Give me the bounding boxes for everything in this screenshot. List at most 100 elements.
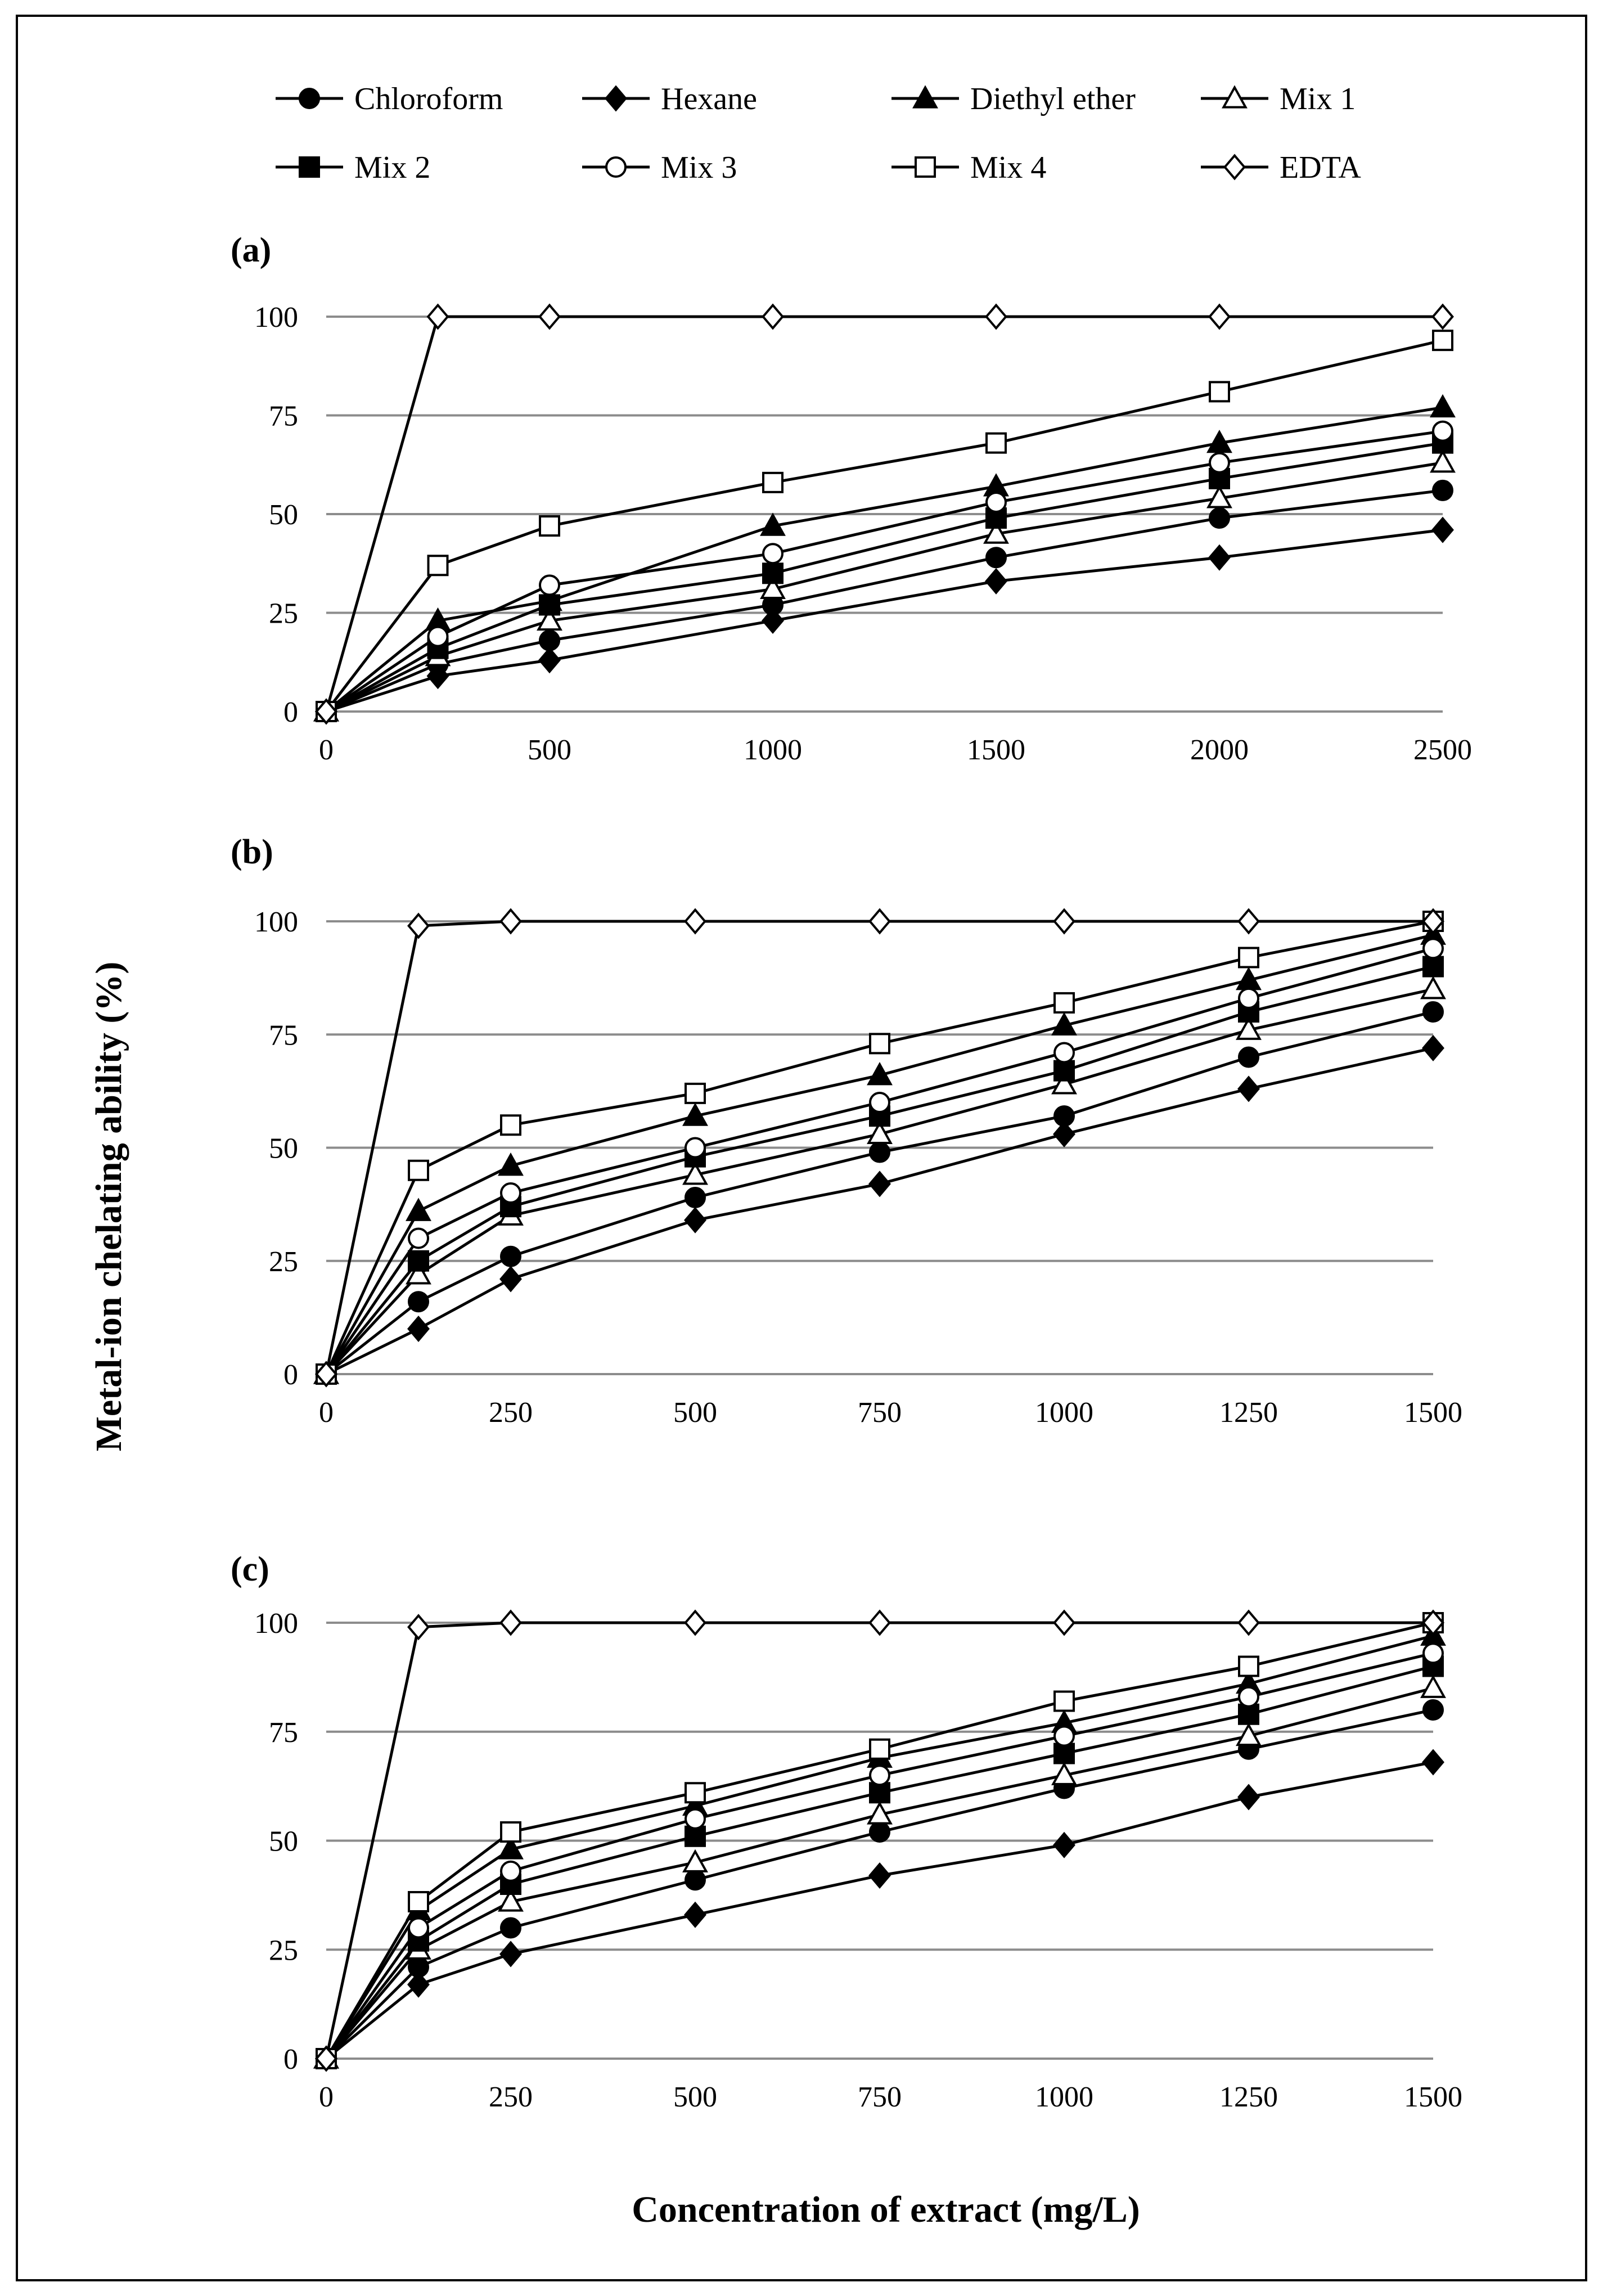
series-line-edta	[325, 1621, 1433, 2059]
legend-marker-mix-3	[605, 156, 627, 178]
point-mix-4	[408, 1159, 429, 1181]
legend-label: Mix 4	[970, 150, 1046, 185]
point-mix-4	[408, 1891, 429, 1912]
point-mix-2	[408, 1250, 429, 1272]
point-hexane	[499, 1941, 522, 1968]
legend-label: Diethyl ether	[970, 82, 1136, 116]
series-line-hexane	[325, 1046, 1434, 1376]
legend-marker-diethyl-ether	[912, 85, 938, 109]
series-line-edta	[325, 920, 1433, 1375]
point-chloroform	[1238, 1046, 1259, 1068]
series-line-mix-1	[325, 1686, 1434, 2060]
point-edta	[1208, 303, 1231, 330]
legend-label: Mix 1	[1280, 82, 1356, 116]
x-tick-label: 250	[489, 1397, 533, 1429]
x-tick-label: 0	[319, 1397, 334, 1429]
point-edta	[1053, 1609, 1075, 1636]
y-tick-label: 50	[269, 1826, 298, 1858]
series-hexane	[315, 1034, 1444, 1388]
y-tick-label: 100	[254, 301, 298, 334]
point-mix-4	[1238, 1655, 1259, 1677]
series-line-hexane	[326, 528, 1443, 713]
point-mix-4	[1053, 1690, 1075, 1712]
point-hexane	[762, 607, 784, 634]
point-mix-1	[682, 1161, 708, 1185]
legend-entry-hexane: Hexane	[582, 82, 757, 116]
point-mix-1	[1236, 1016, 1262, 1040]
point-diethyl-ether	[498, 1152, 524, 1176]
series-line-mix-4	[325, 1621, 1434, 2060]
point-hexane	[868, 1862, 891, 1889]
y-tick-label: 100	[254, 1608, 298, 1640]
point-mix-3	[539, 574, 560, 596]
point-mix-3	[869, 1764, 890, 1786]
point-diethyl-ether	[682, 1102, 708, 1126]
point-chloroform	[500, 1917, 521, 1939]
point-mix-3	[1238, 1686, 1259, 1708]
point-mix-2	[1053, 1060, 1075, 1082]
series-line-mix-3	[325, 1651, 1434, 2060]
point-mix-3	[985, 491, 1007, 513]
legend-label: Mix 2	[354, 150, 430, 185]
point-hexane	[426, 663, 449, 690]
point-mix-3	[869, 1092, 890, 1113]
point-mix-4	[985, 432, 1007, 454]
point-hexane	[1422, 1749, 1444, 1776]
x-tick-label: 1500	[1404, 2081, 1462, 2113]
point-edta	[407, 1614, 430, 1641]
point-edta	[315, 1361, 337, 1388]
x-axis-title: Concentration of extract (mg/L)	[632, 2189, 1140, 2230]
point-mix-4	[685, 1782, 706, 1804]
series-line-mix-4	[325, 339, 1443, 713]
point-hexane	[1431, 516, 1454, 543]
series-line-diethyl-ether	[325, 1634, 1434, 2060]
point-hexane	[407, 1316, 430, 1342]
point-mix-2	[685, 1825, 706, 1847]
point-diethyl-ether	[867, 1062, 893, 1086]
x-tick-label: 0	[319, 734, 334, 766]
legend-entry-mix-4: Mix 4	[891, 150, 1046, 185]
point-edta	[426, 303, 449, 330]
point-mix-4	[869, 1033, 890, 1055]
point-mix-1	[682, 1849, 708, 1872]
legend-label: EDTA	[1280, 150, 1361, 185]
point-mix-4	[1432, 330, 1453, 352]
point-mix-2	[869, 1782, 890, 1804]
y-tick-label: 75	[269, 400, 298, 433]
series-edta	[315, 1609, 1444, 2072]
point-mix-1	[867, 1120, 893, 1144]
panel-label: (a)	[231, 231, 271, 269]
legend-marker-hexane	[605, 85, 627, 112]
series-mix-4	[316, 1612, 1444, 2069]
legend-entry-mix-1: Mix 1	[1201, 82, 1356, 116]
x-tick-label: 2500	[1413, 734, 1472, 766]
point-mix-3	[1238, 987, 1259, 1009]
legend-marker-mix-2	[299, 156, 320, 178]
point-mix-3	[408, 1227, 429, 1249]
y-tick-label: 0	[283, 1359, 298, 1391]
point-mix-1	[1420, 976, 1446, 1000]
legend-entry-chloroform: Chloroform	[276, 82, 503, 116]
y-tick-label: 25	[269, 598, 298, 630]
y-tick-label: 75	[269, 1019, 298, 1051]
point-mix-2	[539, 594, 560, 616]
point-hexane	[1237, 1075, 1260, 1102]
point-chloroform	[408, 1291, 429, 1313]
x-tick-label: 1500	[967, 734, 1025, 766]
y-tick-label: 100	[254, 906, 298, 938]
point-chloroform	[1209, 507, 1230, 529]
y-tick-label: 50	[269, 499, 298, 531]
x-tick-label: 750	[858, 1397, 902, 1429]
point-hexane	[1053, 1831, 1075, 1858]
x-tick-label: 1250	[1219, 1397, 1278, 1429]
series-line-mix-1	[325, 988, 1434, 1375]
series-chloroform	[316, 1699, 1444, 2069]
point-edta	[684, 908, 706, 935]
point-edta	[684, 1609, 706, 1636]
point-hexane	[1422, 1034, 1444, 1061]
point-hexane	[407, 1971, 430, 1998]
panel-label: (b)	[231, 833, 273, 871]
